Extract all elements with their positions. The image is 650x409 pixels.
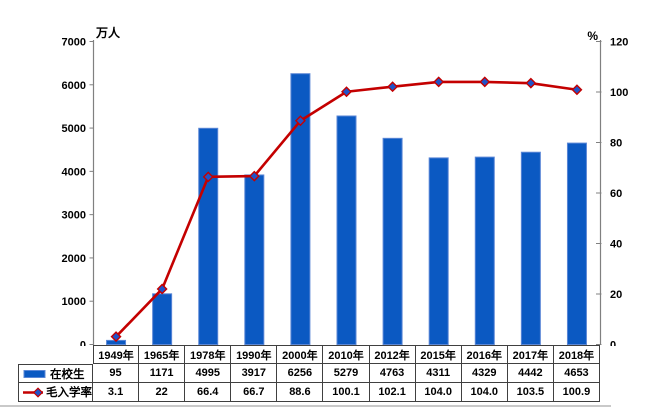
rate-marker-1965年 — [156, 283, 168, 295]
year-header-cell: 1949年 — [93, 345, 140, 364]
right-axis-tick-label: 20 — [610, 289, 622, 301]
left-axis-tick-label: 2000 — [62, 253, 86, 265]
bar-1965年 — [152, 293, 173, 346]
year-header-cell: 1978年 — [185, 345, 232, 364]
rate-marker-1990年 — [248, 170, 260, 182]
rate-value-cell: 66.7 — [231, 383, 278, 402]
left-axis-tick-label: 4000 — [62, 166, 86, 178]
chart-bottom-border — [0, 405, 611, 407]
bar-2000年 — [290, 73, 311, 346]
rate-value-cell: 104.0 — [461, 383, 508, 402]
right-axis-tick-label: 0 — [610, 340, 616, 347]
students-value-cell: 4442 — [507, 364, 554, 383]
chart-plot-area: 0 1000 2000 3000 4000 5000 6000 7000 0 20 40 60 80 10… — [62, 25, 629, 347]
rate-value-cell: 66.4 — [185, 383, 232, 402]
bar-2012年 — [382, 137, 403, 345]
students-value-cell: 1171 — [139, 364, 186, 383]
rate-value-cell: 104.0 — [415, 383, 462, 402]
year-header-cell: 2012年 — [369, 345, 416, 364]
bar-2016年 — [474, 156, 495, 345]
legend-label: 在校生 — [50, 368, 85, 381]
left-axis-tick-label: 0 — [80, 340, 86, 347]
year-header-cell: 2017年 — [507, 345, 554, 364]
students-value-cell: 95 — [93, 364, 140, 383]
rate-marker-2012年 — [387, 81, 399, 93]
students-value-cell: 4653 — [553, 364, 600, 383]
bar-2015年 — [428, 157, 449, 345]
students-value-cell: 4311 — [415, 364, 462, 383]
rate-value-cell: 88.6 — [277, 383, 324, 402]
rate-marker-1949年 — [110, 331, 122, 343]
bar-2017年 — [520, 151, 541, 345]
rate-marker-2010年 — [341, 86, 352, 98]
right-axis-tick-label: 40 — [610, 239, 622, 251]
right-axis-tick-label: 120 — [610, 37, 628, 49]
right-axis-title: % — [587, 29, 598, 43]
students-value-cell: 4763 — [369, 364, 416, 383]
year-header-cell: 2016年 — [461, 345, 508, 364]
rate-value-cell: 100.9 — [553, 383, 600, 402]
rate-value-cell: 3.1 — [93, 383, 140, 402]
left-axis-tick-label: 6000 — [62, 80, 86, 92]
rate-marker-2017年 — [525, 77, 537, 89]
rate-value-cell: 100.1 — [323, 383, 370, 402]
students-value-cell: 3917 — [231, 364, 278, 383]
year-header-cell: 2018年 — [553, 345, 600, 364]
rate-marker-1978年 — [202, 171, 214, 183]
year-header-cell: 2015年 — [415, 345, 462, 364]
bar-2018年 — [566, 142, 587, 345]
legend-cell-students: 在校生 — [18, 364, 93, 383]
year-header-cell: 2000年 — [277, 345, 324, 364]
chart-data-table: 1949年 1965年 1978年 1990年 2000年 2010年 2012年 2015年… — [18, 345, 600, 402]
right-axis-tick-label: 100 — [610, 87, 628, 99]
students-value-cell: 4995 — [185, 364, 232, 383]
rate-value-cell: 103.5 — [507, 383, 554, 402]
legend-label: 毛入学率 — [46, 387, 92, 399]
bar-1978年 — [198, 127, 219, 345]
year-header-cell: 2010年 — [323, 345, 370, 364]
bar-series-icon — [23, 369, 46, 378]
year-header-cell: 1990年 — [231, 345, 278, 364]
rate-marker-2018年 — [571, 84, 583, 96]
line-series-icon — [23, 386, 43, 398]
students-value-cell: 5279 — [323, 364, 370, 383]
table-corner-blank — [18, 345, 93, 364]
right-axis-tick-label: 60 — [610, 188, 622, 200]
left-axis-tick-label: 3000 — [62, 210, 86, 222]
year-header-cell: 1965年 — [139, 345, 186, 364]
rate-marker-2000年 — [294, 115, 306, 127]
right-axis-tick-label: 80 — [610, 138, 622, 150]
left-axis-tick-label: 7000 — [62, 37, 86, 49]
students-value-cell: 4329 — [461, 364, 508, 383]
rate-marker-2015年 — [433, 76, 445, 88]
bar-1990年 — [244, 174, 265, 345]
left-axis-title: 万人 — [95, 25, 121, 40]
rate-marker-2016年 — [479, 76, 491, 88]
left-axis-tick-label: 5000 — [62, 123, 86, 135]
left-axis-tick-label: 1000 — [62, 296, 86, 308]
legend-cell-rate: 毛入学率 — [18, 383, 93, 402]
students-value-cell: 6256 — [277, 364, 324, 383]
rate-value-cell: 22 — [139, 383, 186, 402]
bar-2010年 — [336, 115, 357, 345]
rate-value-cell: 102.1 — [369, 383, 416, 402]
